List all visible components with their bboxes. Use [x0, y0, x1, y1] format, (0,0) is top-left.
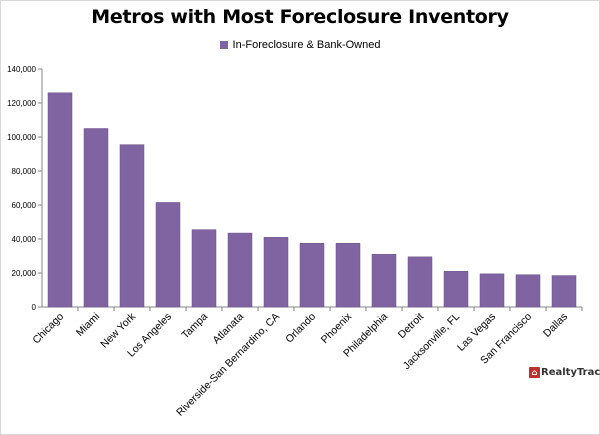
bar: [299, 243, 325, 308]
bar: [191, 229, 217, 308]
bar: [551, 275, 577, 308]
bar: [119, 144, 145, 308]
bar: [335, 243, 361, 308]
bar: [479, 273, 505, 308]
x-tick-label: Detroit: [396, 311, 426, 341]
bar: [263, 237, 289, 308]
y-tick-label: 80,000: [12, 167, 37, 176]
bar: [515, 274, 541, 308]
bar: [83, 128, 109, 308]
x-tick-label: Atlanata: [210, 311, 246, 347]
legend-label: In-Foreclosure & Bank-Owned: [232, 39, 381, 51]
legend-swatch: [219, 41, 228, 49]
x-tick-label: Orlando: [283, 311, 318, 346]
bar: [443, 271, 469, 308]
y-tick-label: 0: [32, 303, 37, 312]
bar: [155, 202, 181, 308]
bar: [407, 256, 433, 308]
x-tick-label: Tampa: [179, 311, 210, 342]
x-tick-label: Dallas: [541, 311, 570, 340]
bar: [371, 254, 397, 308]
legend: In-Foreclosure & Bank-Owned: [0, 39, 600, 51]
logo-text: RealtyTrac: [541, 367, 600, 378]
y-tick-label: 120,000: [7, 99, 36, 108]
x-tick-label: Miami: [74, 311, 102, 339]
x-tick-label: Chicago: [30, 311, 66, 347]
realtytrac-logo: ⌂ RealtyTrac: [529, 367, 600, 378]
y-tick-label: 40,000: [12, 235, 37, 244]
chart-title: Metros with Most Foreclosure Inventory: [91, 6, 509, 28]
bar: [227, 232, 253, 308]
y-tick-label: 100,000: [7, 133, 36, 142]
house-logo-icon: ⌂: [529, 367, 540, 378]
y-tick-label: 140,000: [7, 65, 36, 74]
y-tick-label: 60,000: [12, 201, 37, 210]
x-tick-label: Phoenix: [319, 310, 355, 346]
y-tick-label: 20,000: [12, 269, 37, 278]
bar: [47, 92, 73, 308]
